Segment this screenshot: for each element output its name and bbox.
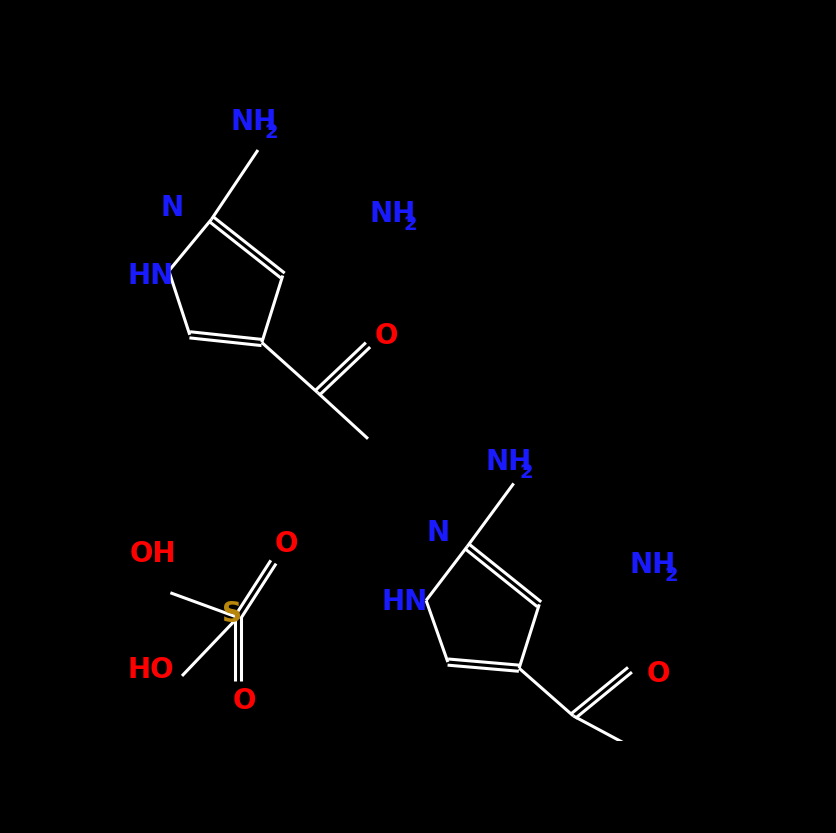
Text: NH: NH [231,107,277,136]
Text: OH: OH [130,541,176,568]
Text: NH: NH [486,448,532,476]
Text: 2: 2 [664,566,678,586]
Text: HN: HN [382,588,428,616]
Text: O: O [275,531,298,558]
Text: NH: NH [370,200,415,228]
Text: S: S [222,601,242,628]
Text: HO: HO [128,656,175,684]
Text: N: N [426,519,449,546]
Text: 2: 2 [520,463,533,482]
Text: NH: NH [630,551,676,579]
Text: O: O [232,686,256,715]
Text: N: N [161,194,183,222]
Text: O: O [647,660,670,687]
Text: HN: HN [128,262,174,290]
Text: 2: 2 [404,215,417,234]
Text: 2: 2 [265,122,278,142]
Text: O: O [375,322,398,350]
